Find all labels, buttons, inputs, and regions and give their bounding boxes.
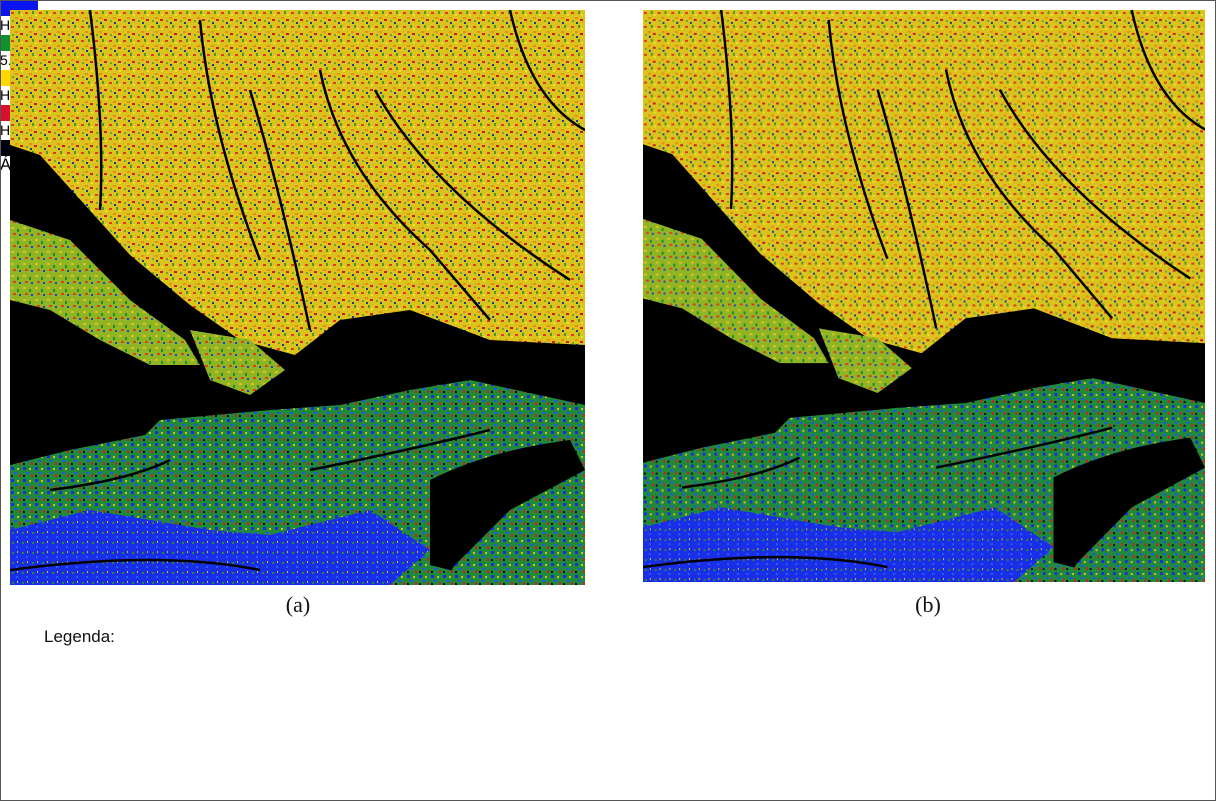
legend-title: Legenda: (44, 627, 115, 647)
map-figures (0, 0, 1216, 600)
map-panel-b (643, 10, 1205, 582)
page: {"panels": [{"label": "(a)"}, {"label": … (0, 0, 1216, 801)
map-panel-a (10, 10, 585, 585)
panel-label: (b) (898, 592, 958, 618)
panel-label: (a) (268, 592, 328, 618)
